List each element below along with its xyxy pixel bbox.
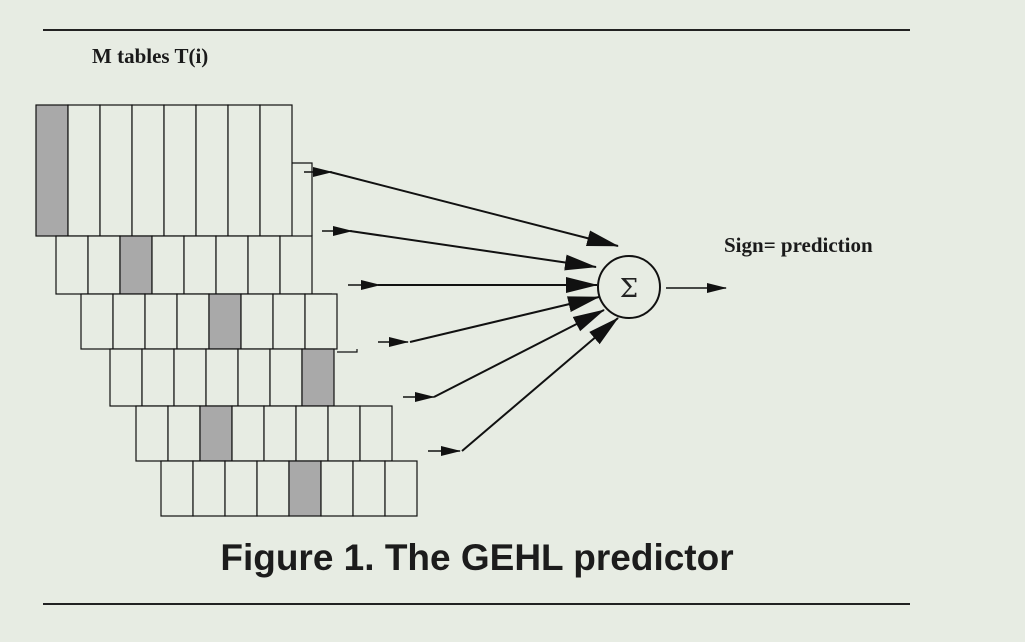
table-cell-highlighted — [301, 348, 335, 407]
table-cell — [131, 104, 165, 237]
table-cell — [352, 460, 386, 517]
table-cell-highlighted — [35, 104, 69, 237]
table-cell — [55, 235, 89, 295]
table-cell — [327, 405, 361, 462]
table-cell — [112, 293, 146, 350]
table-cell — [256, 460, 290, 517]
table-cell — [237, 348, 271, 407]
table-cell — [247, 235, 281, 295]
table-cell — [272, 293, 306, 350]
table-cell — [176, 293, 210, 350]
table-cell — [279, 235, 313, 295]
sum-input-arrow — [461, 317, 619, 452]
table-cell-highlighted — [208, 293, 242, 350]
table-cell — [160, 460, 194, 517]
table-edge — [337, 349, 358, 353]
table-cell — [109, 348, 143, 407]
table-3 — [80, 293, 338, 350]
table-cell-highlighted — [119, 235, 153, 295]
table-cell — [151, 235, 185, 295]
sigma-symbol: Σ — [620, 274, 638, 304]
table-cell — [205, 348, 239, 407]
table-cell — [384, 460, 418, 517]
table-1 — [35, 104, 293, 237]
table-cell — [163, 104, 197, 237]
table-cell-highlighted — [199, 405, 233, 462]
table-cell — [227, 104, 261, 237]
summation-node — [597, 255, 661, 319]
table-cell — [99, 104, 133, 237]
tables-label: M tables T(i) — [92, 44, 208, 68]
sum-input-arrow — [329, 171, 619, 247]
table-cell — [173, 348, 207, 407]
table-cell — [183, 235, 217, 295]
table-cell — [135, 405, 169, 462]
sum-input-arrow — [433, 309, 605, 398]
connectors — [304, 167, 619, 456]
table-cell — [215, 235, 249, 295]
sum-input-arrow — [349, 230, 597, 271]
table-4 — [109, 348, 335, 407]
table-cell — [141, 348, 175, 407]
table-cell — [240, 293, 274, 350]
table-cell — [359, 405, 393, 462]
output-label: Sign= prediction — [724, 233, 873, 257]
table-cell — [304, 293, 338, 350]
table-5 — [135, 405, 393, 462]
table-cell-highlighted — [288, 460, 322, 517]
table-cell — [263, 405, 297, 462]
table-cell — [144, 293, 178, 350]
sum-input-arrow — [409, 296, 600, 343]
table-cell — [231, 405, 265, 462]
table-2 — [55, 235, 313, 295]
table-cell — [259, 104, 293, 237]
table-cell — [167, 405, 201, 462]
table-cell — [67, 104, 101, 237]
table-edge — [292, 162, 313, 236]
table-cell — [295, 405, 329, 462]
table-cell — [87, 235, 121, 295]
table-cell — [192, 460, 226, 517]
table-6 — [160, 460, 418, 517]
table-cell — [269, 348, 303, 407]
tables-stack — [35, 104, 418, 517]
table-cell — [80, 293, 114, 350]
table-cell — [320, 460, 354, 517]
figure-caption: Figure 1. The GEHL predictor — [220, 537, 733, 578]
table-cell — [195, 104, 229, 237]
table-cell — [224, 460, 258, 517]
